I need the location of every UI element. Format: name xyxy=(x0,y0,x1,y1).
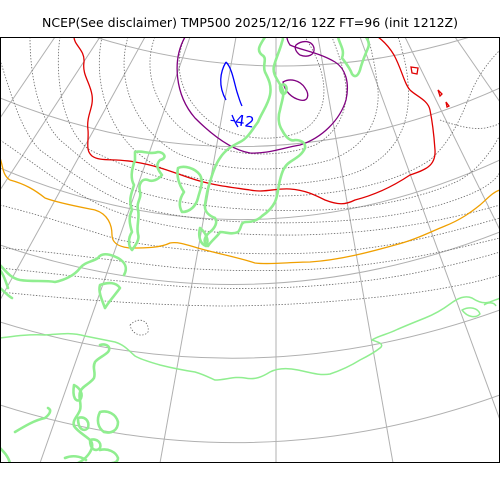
coastline-greenland xyxy=(203,37,307,248)
coastline-hudson xyxy=(98,281,122,310)
coastline-kara-island xyxy=(461,307,481,318)
contour-red xyxy=(73,37,450,205)
coastline-lakes xyxy=(98,448,120,463)
meridian-line xyxy=(0,37,56,119)
isotherm-cold xyxy=(220,61,243,107)
latitude-line xyxy=(94,37,471,67)
isotherm xyxy=(0,274,500,307)
isotherm xyxy=(0,237,500,272)
coastline-devon xyxy=(176,165,203,214)
meridian-line xyxy=(39,37,191,463)
meridian-line xyxy=(0,37,146,301)
meridian-line xyxy=(454,37,500,103)
graticule-latitudes xyxy=(0,37,500,444)
coastlines xyxy=(0,37,500,463)
isotherm-mid xyxy=(445,101,450,108)
coastline-island xyxy=(278,83,288,96)
isotherm-coldest xyxy=(282,79,309,101)
isotherm xyxy=(98,37,409,186)
isotherm xyxy=(0,59,500,224)
latitude-line xyxy=(0,231,500,285)
coastline-siberia xyxy=(0,296,500,381)
meridian-line xyxy=(317,37,394,463)
isotherm-coldest xyxy=(294,40,315,57)
meridian-line xyxy=(359,37,500,421)
isotherm-mid xyxy=(410,66,419,75)
latitude-line xyxy=(0,309,500,359)
isotherm xyxy=(178,37,325,139)
coastline-lakes xyxy=(76,416,90,432)
meridian-line xyxy=(404,37,500,231)
coastline-svalbard xyxy=(336,37,371,78)
isotherm xyxy=(149,37,347,155)
contour-label: -42 xyxy=(229,110,256,131)
isotherm xyxy=(0,204,500,255)
isotherm xyxy=(0,251,500,289)
isotherm-warm xyxy=(0,157,500,265)
latitude-line xyxy=(0,159,500,220)
map-title: NCEP(See disclaimer) TMP500 2025/12/16 1… xyxy=(41,15,458,30)
coastline-novaya xyxy=(483,302,497,307)
contour-orange xyxy=(0,157,500,265)
coastline-ellesmere xyxy=(197,226,209,248)
contour-blue: -42 xyxy=(220,61,256,132)
isotherm xyxy=(129,319,149,336)
isotherm-mid xyxy=(437,89,443,98)
coastline-great-lakes xyxy=(72,383,83,402)
coastline-baffin xyxy=(127,150,166,252)
meridian-line xyxy=(159,37,237,463)
isotherm-cold xyxy=(231,114,239,128)
isotherms xyxy=(0,37,500,336)
latitude-line xyxy=(0,394,500,444)
isotherm xyxy=(439,119,500,129)
coastline-southwest xyxy=(0,446,12,463)
isotherm xyxy=(57,37,500,197)
meridian-line xyxy=(0,37,101,191)
coastline-lakes xyxy=(88,438,102,452)
isotherm xyxy=(123,37,379,170)
coastline-lakes xyxy=(96,410,120,434)
isotherm-mid xyxy=(73,37,436,205)
coastline-labrador xyxy=(0,252,128,284)
isotherm xyxy=(29,37,500,211)
coastline-east-coast xyxy=(13,406,88,462)
plot-area: -42 xyxy=(0,37,500,463)
contour-purple xyxy=(176,37,349,154)
